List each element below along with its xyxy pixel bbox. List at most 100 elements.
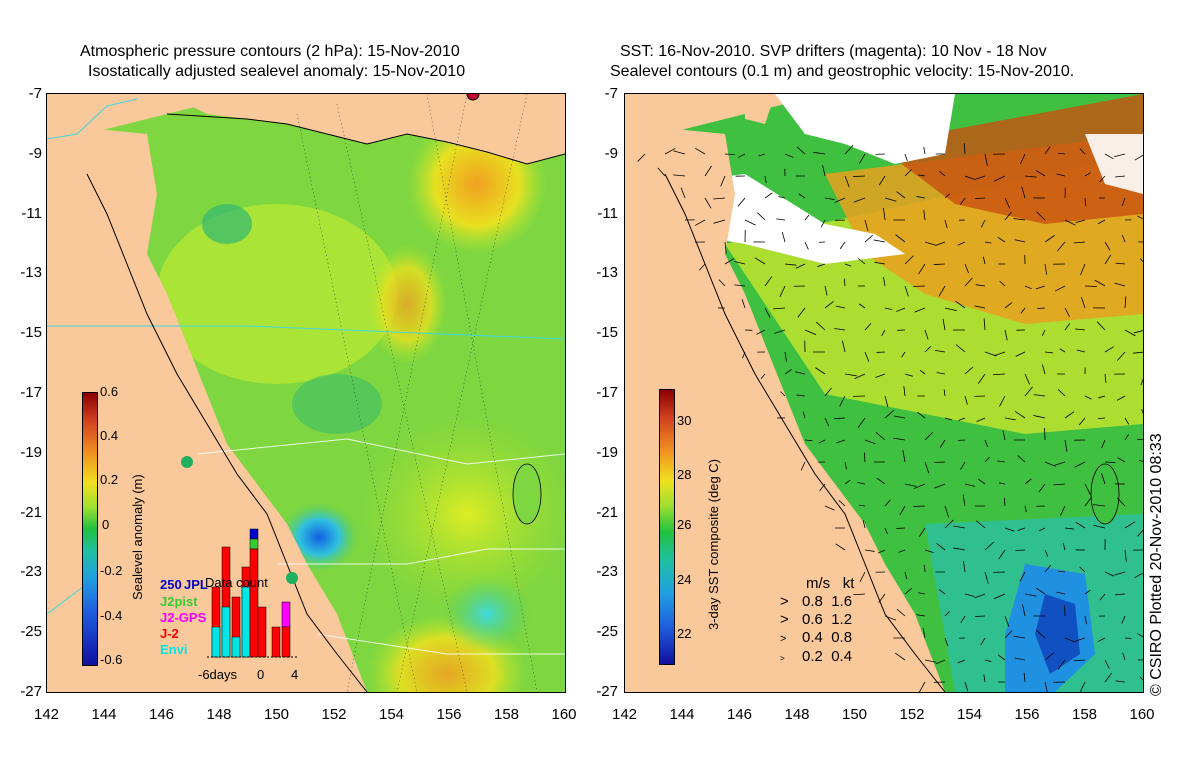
velocity-arrow bbox=[977, 373, 986, 384]
velocity-arrow bbox=[935, 659, 946, 665]
y-tick-label: -17 bbox=[20, 384, 42, 401]
velocity-arrow bbox=[997, 236, 1006, 243]
velocity-arrow bbox=[804, 439, 813, 442]
velocity-arrow bbox=[904, 255, 914, 265]
velocity-arrow bbox=[1121, 234, 1126, 243]
velocity-arrow bbox=[1104, 373, 1107, 383]
velocity-arrow bbox=[1033, 394, 1046, 397]
velocity-arrow bbox=[1093, 524, 1106, 529]
velocity-arrow bbox=[994, 175, 1006, 182]
velocity-arrow bbox=[1081, 297, 1086, 309]
velocity-arrow bbox=[999, 395, 1006, 407]
velocity-arrow bbox=[923, 146, 926, 155]
velocity-arrow bbox=[815, 321, 826, 331]
velocity-arrow bbox=[944, 519, 954, 529]
colorbar-tick: -0.6 bbox=[100, 652, 123, 667]
x-tick-label: 150 bbox=[842, 706, 868, 723]
velocity-arrow bbox=[853, 175, 866, 177]
velocity-arrow bbox=[813, 151, 826, 155]
velocity-arrow bbox=[694, 219, 706, 226]
sealevel-anomaly-map bbox=[47, 94, 565, 692]
velocity-arrow bbox=[774, 329, 786, 334]
velocity-arrow bbox=[884, 395, 889, 408]
velocity-arrow bbox=[1053, 461, 1066, 467]
velocity-arrow bbox=[1041, 329, 1046, 336]
velocity-arrow bbox=[964, 277, 973, 287]
velocity-arrow bbox=[1035, 170, 1046, 177]
velocity-arrow bbox=[1104, 254, 1112, 265]
right-map-panel[interactable] bbox=[624, 93, 1144, 693]
sst-colorbar-tick: 22 bbox=[677, 626, 692, 641]
velocity-arrow bbox=[918, 263, 926, 275]
velocity-arrow bbox=[704, 165, 712, 177]
velocity-arrow bbox=[1075, 521, 1086, 529]
velocity-arrow bbox=[939, 439, 946, 448]
velocity-arrow bbox=[876, 477, 886, 485]
velocity-arrow bbox=[922, 627, 926, 639]
velocity-arrow bbox=[1062, 543, 1066, 551]
left-map-panel[interactable] bbox=[46, 93, 566, 693]
velocity-arrow bbox=[1017, 527, 1026, 531]
velocity-arrow bbox=[1121, 197, 1126, 206]
velocity-arrow bbox=[955, 344, 966, 353]
velocity-arrow bbox=[1064, 637, 1076, 643]
sst-colorbar-tick: 24 bbox=[677, 572, 692, 587]
velocity-arrow bbox=[1080, 263, 1086, 276]
x-tick-label: 160 bbox=[1129, 706, 1155, 723]
x-tick-label: 150 bbox=[264, 706, 290, 723]
velocity-arrow bbox=[934, 349, 946, 353]
velocity-arrow bbox=[894, 652, 906, 661]
velocity-arrow bbox=[744, 219, 756, 226]
velocity-arrow bbox=[844, 278, 846, 287]
velocity-arrow bbox=[957, 241, 966, 246]
velocity-arrow bbox=[1013, 635, 1026, 639]
velocity-arrow bbox=[863, 452, 866, 463]
velocity-legend-ms-header: m/s bbox=[806, 575, 831, 592]
sst-colorbar-tick: 30 bbox=[677, 413, 692, 428]
velocity-arrow bbox=[764, 276, 773, 287]
velocity-arrow bbox=[1084, 615, 1087, 625]
velocity-arrow bbox=[884, 615, 897, 621]
colorbar-tick: -0.4 bbox=[100, 608, 123, 623]
velocity-arrow bbox=[824, 417, 830, 427]
velocity-arrow bbox=[853, 593, 866, 596]
velocity-arrow bbox=[878, 593, 886, 603]
velocity-arrow bbox=[877, 549, 886, 554]
velocity-arrow bbox=[854, 373, 866, 380]
velocity-arrow bbox=[1114, 282, 1126, 287]
velocity-arrow bbox=[1024, 285, 1032, 290]
velocity-arrow bbox=[1073, 659, 1086, 662]
velocity-arrow bbox=[903, 386, 906, 397]
y-tick-label: -13 bbox=[596, 264, 618, 282]
velocity-arrow bbox=[944, 219, 948, 229]
velocity-arrow bbox=[1138, 460, 1143, 462]
velocity-arrow bbox=[1104, 571, 1114, 577]
x-tick-label: 148 bbox=[206, 706, 232, 723]
velocity-arrow bbox=[944, 193, 951, 199]
velocity-arrow bbox=[784, 369, 792, 375]
velocity-arrow bbox=[1124, 329, 1136, 337]
y-tick-label: -27 bbox=[596, 683, 618, 700]
velocity-arrow bbox=[737, 197, 746, 207]
velocity-arrow bbox=[964, 366, 974, 375]
inset-xlabel: 0 bbox=[257, 667, 265, 682]
velocity-arrow bbox=[853, 197, 866, 203]
velocity-arrow bbox=[1075, 637, 1086, 642]
y-tick-label: -11 bbox=[597, 204, 618, 222]
velocity-arrow bbox=[1024, 175, 1037, 178]
velocity-arrow bbox=[742, 351, 746, 359]
velocity-arrow bbox=[1035, 285, 1046, 290]
x-tick-label: 144 bbox=[669, 706, 695, 723]
velocity-arrow bbox=[924, 329, 929, 340]
velocity-arrow bbox=[1117, 457, 1126, 463]
velocity-arrow bbox=[875, 432, 886, 441]
velocity-arrow bbox=[904, 153, 908, 162]
velocity-arrow bbox=[1121, 615, 1126, 624]
velocity-arrow bbox=[904, 571, 908, 580]
velocity-arrow bbox=[1058, 152, 1066, 155]
velocity-arrow bbox=[1137, 529, 1143, 537]
velocity-arrow bbox=[1134, 154, 1143, 161]
velocity-arrow bbox=[957, 659, 966, 664]
velocity-arrow bbox=[983, 318, 986, 331]
velocity-arrow bbox=[1064, 219, 1076, 226]
